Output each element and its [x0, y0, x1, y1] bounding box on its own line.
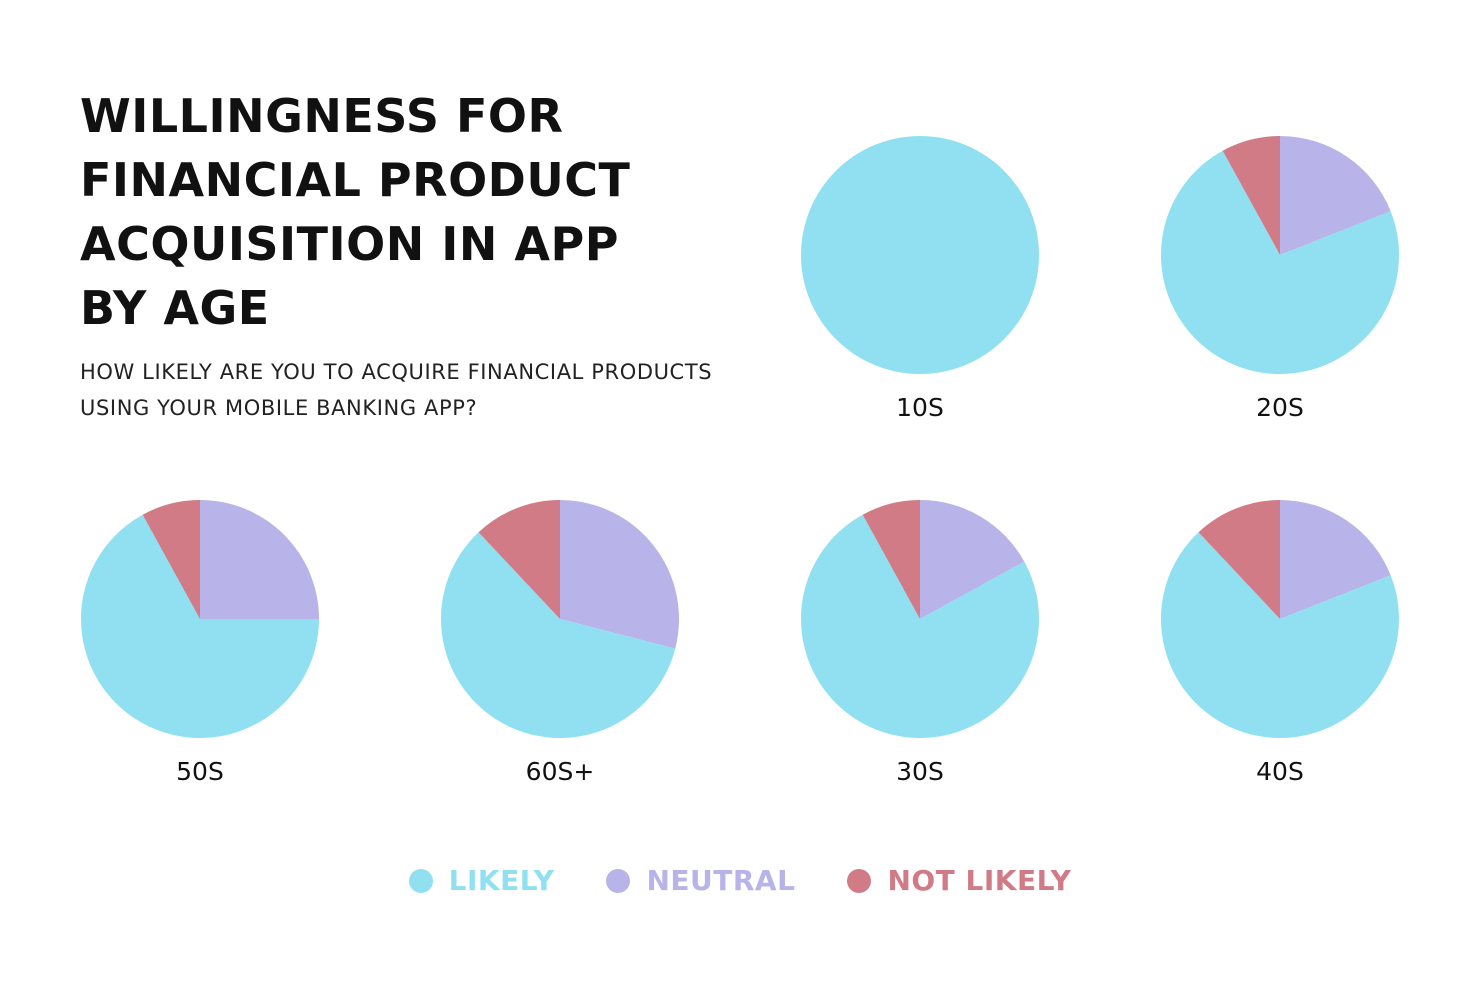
chart-title-line: FINANCIAL PRODUCT [80, 153, 631, 207]
legend-label-likely: LIKELY [448, 864, 555, 897]
pie-label-30s: 30S [896, 757, 944, 786]
legend-label-not-likely: NOT LIKELY [887, 864, 1072, 897]
pie-slice-40s-likely [1160, 532, 1399, 739]
pie-slice-60s-plus-not-likely [478, 500, 560, 619]
pie-label-20s: 20S [1256, 393, 1304, 422]
pie-slice-40s-neutral [1280, 500, 1391, 619]
pie-slice-30s-neutral [920, 500, 1025, 619]
pie-slice-50s-not-likely [142, 500, 200, 619]
pie-60s-plus: 60S+ [440, 500, 679, 786]
legend-item-not-likely: NOT LIKELY [847, 864, 1071, 897]
pie-slice-20s-neutral [1280, 136, 1391, 255]
chart-title: WILLINGNESS FOR FINANCIAL PRODUCT ACQUIS… [80, 84, 700, 340]
pie-label-60s-plus: 60S+ [526, 757, 595, 786]
legend-swatch-neutral [606, 868, 631, 893]
legend-swatch-likely [408, 868, 433, 893]
pie-slice-60s-plus-neutral [560, 500, 679, 649]
pie-40s: 40S [1160, 500, 1399, 786]
pie-slice-30s-not-likely [862, 500, 920, 619]
legend-item-likely: LIKELY [408, 864, 555, 897]
legend-item-neutral: NEUTRAL [606, 864, 795, 897]
pie-50s: 50S [81, 500, 320, 786]
chart-subtitle-line: HOW LIKELY ARE YOU TO ACQUIRE FINANCIAL … [80, 360, 713, 384]
pie-slice-20s-not-likely [1222, 136, 1280, 255]
legend-label-neutral: NEUTRAL [646, 864, 796, 897]
chart-title-line: BY AGE [80, 281, 270, 335]
pie-20s: 20S [1160, 136, 1399, 422]
pie-slice-50s-neutral [200, 500, 319, 619]
pie-10s: 10S [801, 136, 1039, 422]
chart-title-line: ACQUISITION IN APP [80, 217, 619, 271]
pie-30s: 30S [801, 500, 1040, 786]
pie-label-10s: 10S [896, 393, 944, 422]
chart-title-line: WILLINGNESS FOR [80, 89, 564, 143]
pie-slice-10s-likely [801, 136, 1039, 374]
pie-slice-60s-plus-likely [440, 532, 676, 739]
pie-slice-30s-likely [801, 514, 1040, 738]
pie-label-50s: 50S [176, 757, 224, 786]
pie-slice-40s-not-likely [1198, 500, 1280, 619]
legend-swatch-not-likely [847, 868, 872, 893]
chart-subtitle-line: USING YOUR MOBILE BANKING APP? [80, 396, 478, 420]
chart-subtitle: HOW LIKELY ARE YOU TO ACQUIRE FINANCIAL … [80, 354, 760, 426]
chart-legend: LIKELY NEUTRAL NOT LIKELY [0, 864, 1480, 897]
pie-label-40s: 40S [1256, 757, 1304, 786]
pie-slice-50s-likely [81, 514, 320, 738]
pie-slice-20s-likely [1160, 150, 1399, 375]
